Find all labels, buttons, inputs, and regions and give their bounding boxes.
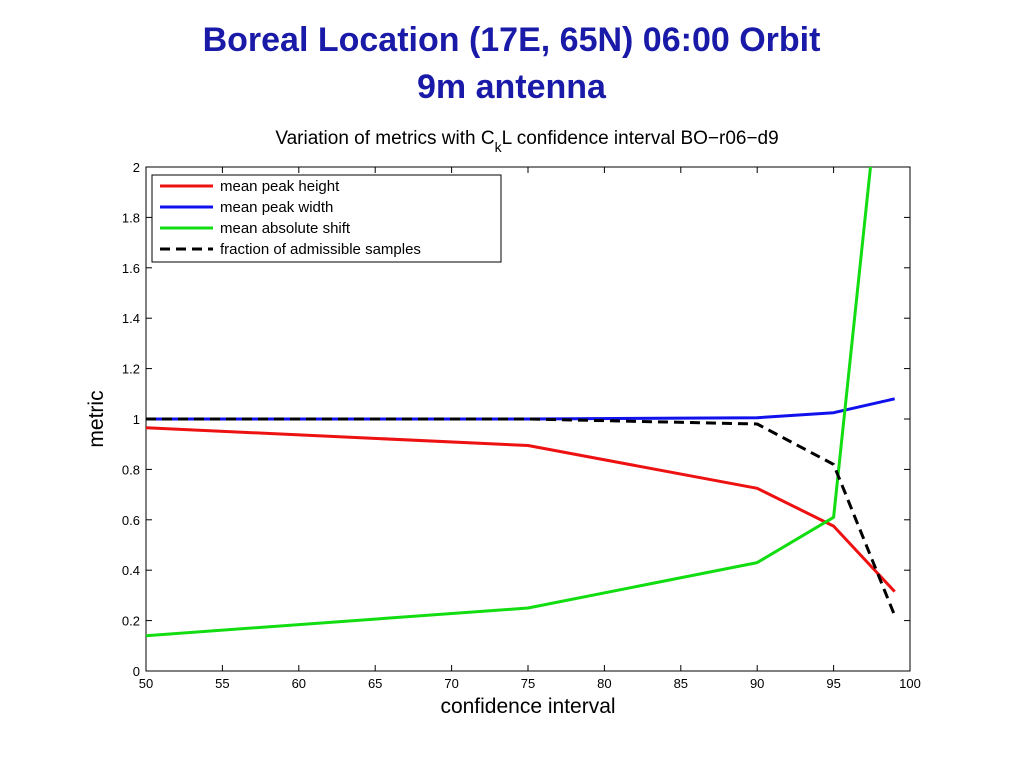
x-tick-label-7: 85 [674,676,688,691]
y-tick-label-4: 0.8 [122,462,140,477]
legend-label-1: mean peak width [220,199,333,216]
slide-title-line1: Boreal Location (17E, 65N) 06:00 Orbit [202,21,821,59]
y-tick-label-2: 0.4 [122,563,140,578]
y-tick-label-7: 1.4 [122,311,140,326]
y-tick-label-8: 1.6 [122,261,140,276]
x-tick-label-3: 65 [368,676,382,691]
legend-label-3: fraction of admissible samples [220,241,421,258]
chart-title-rest: L confidence interval BO−r06−d9 [502,128,779,149]
y-tick-label-5: 1 [133,412,140,427]
x-tick-label-2: 60 [292,676,306,691]
x-tick-label-8: 90 [750,676,764,691]
series-line-0 [146,426,896,593]
legend: mean peak height mean peak width mean abso… [151,174,502,263]
axis-ticks: 50 55 60 65 70 75 80 85 90 95 100 0 0.2 0.4 0.6 0.8 1 1.2… [122,160,921,691]
series-line-2 [146,167,872,638]
series-line-1 [146,397,896,421]
legend-label-0: mean peak height [220,178,340,195]
legend-label-2: mean absolute shift [220,220,351,237]
chart-title-subscript: k [495,139,503,155]
series-line-3 [146,417,897,617]
x-tick-label-10: 100 [899,676,921,691]
y-tick-label-1: 0.2 [122,614,140,629]
chart-title-main: Variation of metrics with C [275,128,494,149]
y-tick-label-0: 0 [133,664,140,679]
slide-title-line2: 9m antenna [417,68,606,106]
chart-title: Variation of metrics with CkL confidence… [275,128,778,155]
series-group [146,167,897,638]
x-tick-label-6: 80 [597,676,611,691]
x-tick-label-0: 50 [139,676,153,691]
x-axis-label: confidence interval [440,695,615,718]
y-tick-label-6: 1.2 [122,362,140,377]
x-tick-label-5: 75 [521,676,535,691]
x-tick-label-9: 95 [826,676,840,691]
y-tick-label-9: 1.8 [122,210,140,225]
y-tick-label-10: 2 [133,160,140,175]
y-axis-label: metric [85,390,108,447]
y-tick-label-3: 0.6 [122,513,140,528]
x-tick-label-1: 55 [215,676,229,691]
x-tick-label-4: 70 [444,676,458,691]
